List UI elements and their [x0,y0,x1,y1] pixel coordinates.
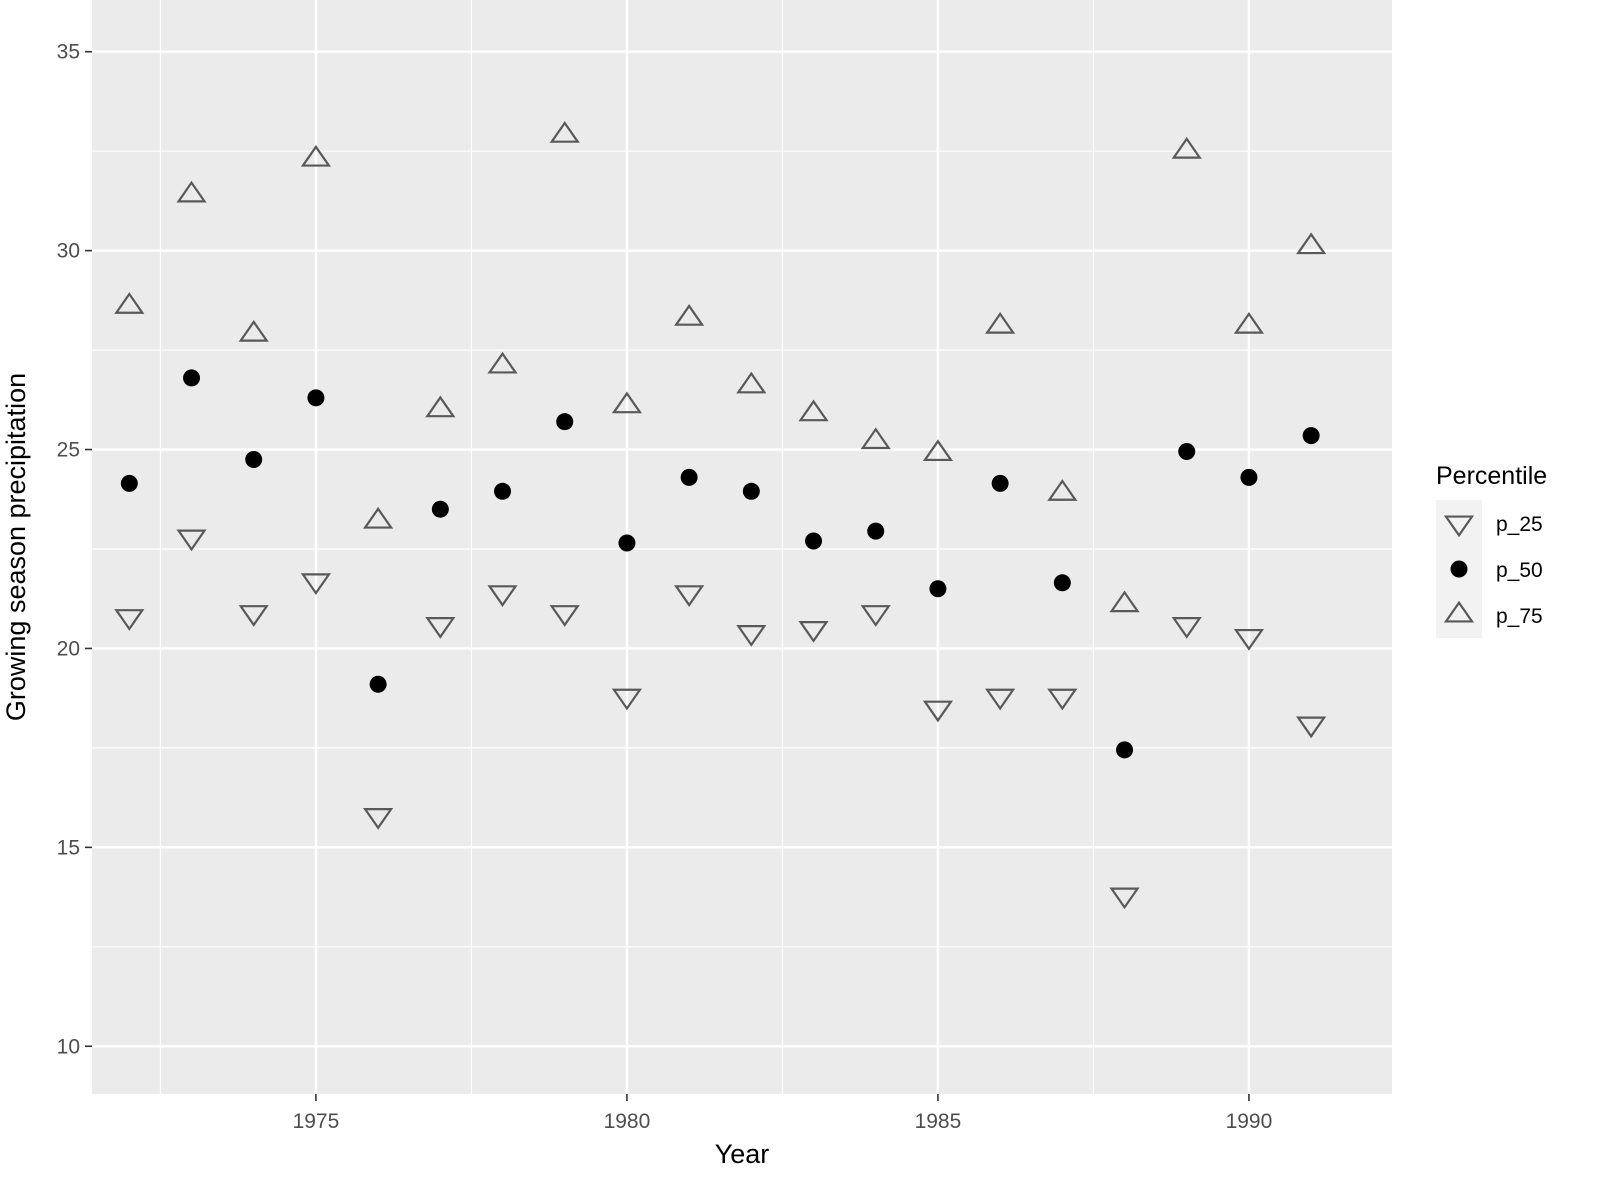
point-p_75 [798,399,829,422]
point-p_50 [369,675,387,693]
point-p_50 [618,534,636,552]
point-p_75 [1047,479,1078,501]
data-points [114,121,1327,910]
y-tick-label: 20 [57,637,80,660]
legend-marker-p_75 [1443,600,1475,623]
point-p_50 [1302,427,1320,445]
point-p_75 [611,391,643,414]
point-p_50 [991,474,1009,492]
point-p_25 [1109,887,1140,910]
point-p_75 [300,144,332,167]
y-axis-title: Growing season precipitation [1,373,31,721]
point-p_75 [238,319,269,342]
y-tick-label: 35 [57,41,80,64]
point-p_50 [1240,468,1258,486]
legend: Percentile p_25 p_50 p_75 [1436,462,1547,638]
legend-marker-p_50 [1450,560,1468,578]
point-p_50 [805,532,823,550]
grid-major [92,0,1392,1094]
point-p_50 [431,500,449,518]
point-p_25 [238,605,269,627]
point-p_75 [860,427,891,450]
point-p_75 [487,351,518,374]
x-axis-ticks: 1975 1980 1985 1990 [293,1094,1273,1133]
point-p_25 [1047,688,1078,711]
legend-marker-p_25 [1443,515,1475,538]
y-tick-label: 15 [57,836,80,859]
point-p_25 [798,621,829,643]
x-tick-label: 1975 [293,1110,340,1133]
point-p_75 [1171,136,1202,159]
point-p_75 [674,304,705,326]
point-p_75 [176,180,207,203]
point-p_25 [922,700,954,723]
point-p_50 [742,482,760,500]
point-p_75 [363,506,394,529]
legend-label-p_25: p_25 [1496,513,1543,536]
grid-minor [92,0,1392,1094]
point-p_25 [425,617,456,639]
y-tick-label: 25 [57,439,80,462]
point-p_50 [307,389,325,407]
x-axis-title: Year [715,1139,770,1169]
point-p_50 [245,450,263,468]
point-p_50 [867,522,885,540]
point-p_25 [300,573,332,596]
y-tick-label: 10 [57,1035,80,1058]
point-p_25 [736,624,767,647]
point-p_75 [1296,232,1327,255]
point-p_25 [549,605,580,627]
point-p_25 [1233,628,1265,651]
point-p_50 [494,482,512,500]
legend-key-p_25 [1436,500,1482,546]
legend-entries: p_25 p_50 p_75 [1436,500,1543,638]
point-p_50 [183,369,201,387]
point-p_50 [1178,443,1196,461]
point-p_25 [674,585,705,607]
point-p_25 [487,585,518,607]
y-axis-ticks: 10 15 20 25 30 35 [57,41,92,1058]
point-p_75 [425,395,456,418]
legend-key-p_75 [1436,592,1482,638]
point-p_25 [363,807,394,830]
point-p_50 [680,468,698,486]
point-p_75 [114,292,145,314]
x-tick-label: 1985 [915,1110,962,1133]
plot-panel [92,0,1392,1094]
point-p_50 [1053,574,1071,592]
x-tick-label: 1990 [1226,1110,1273,1133]
point-p_25 [114,609,145,631]
y-tick-label: 30 [57,240,80,263]
point-p_75 [1233,311,1265,334]
legend-title: Percentile [1436,462,1547,490]
point-p_75 [736,371,767,394]
point-p_25 [860,605,891,627]
x-tick-label: 1980 [604,1110,651,1133]
point-p_75 [1109,590,1140,613]
point-p_25 [1171,617,1202,639]
point-p_25 [176,529,207,552]
legend-label-p_75: p_75 [1496,605,1543,628]
point-p_50 [929,580,947,598]
point-p_50 [120,474,138,492]
point-p_50 [556,413,574,431]
point-p_25 [1296,716,1327,739]
point-p_50 [1116,741,1134,759]
legend-label-p_50: p_50 [1496,559,1543,582]
point-p_25 [611,688,643,711]
point-p_25 [985,688,1016,711]
point-p_75 [985,311,1016,334]
point-p_75 [549,121,580,143]
point-p_75 [922,439,954,462]
